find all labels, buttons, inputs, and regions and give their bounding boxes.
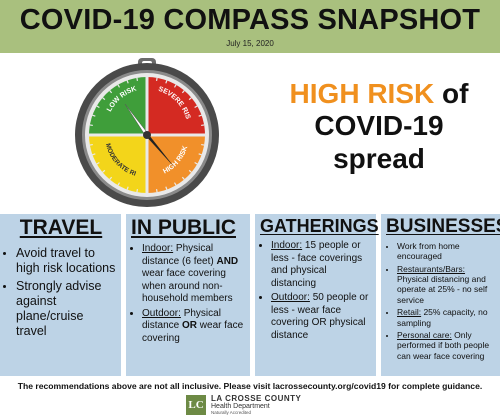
column-heading-gatherings: GATHERINGS	[260, 216, 379, 236]
logo-dept-name: Health Department	[211, 403, 270, 410]
risk-compass-graphic: LOW RISK SEVERE RISK MODERATE RISK HIGH …	[72, 58, 219, 207]
column-businesses: BUSINESSES Work from home encouraged Res…	[381, 214, 500, 376]
compass-tick	[92, 153, 96, 156]
compass-tick	[96, 161, 100, 165]
compass-tick	[198, 153, 202, 156]
compass-pivot	[143, 131, 151, 139]
compass-tick	[136, 189, 139, 193]
logo-tagline: Naturally Accredited	[211, 410, 252, 415]
compass-tick	[109, 176, 113, 180]
column-travel: TRAVEL Avoid travel to high risk locatio…	[0, 214, 121, 376]
compass-tick	[117, 84, 121, 88]
list-item: Indoor: Physical distance (6 feet) AND w…	[142, 243, 246, 306]
gatherings-list: Indoor: 15 people or less - face coverin…	[260, 240, 372, 342]
list-item: Strongly advise against plane/cruise tra…	[16, 279, 117, 340]
compass-tick	[165, 80, 168, 84]
compass-tick	[89, 143, 93, 146]
logo-mark: LC	[186, 395, 206, 415]
column-gatherings: GATHERINGS Indoor: 15 people or less - f…	[255, 214, 379, 376]
compass-tick	[155, 77, 158, 81]
compass-tick	[126, 80, 129, 84]
compass-tick	[102, 97, 106, 101]
compass-tick	[102, 169, 106, 173]
compass-tick	[201, 124, 205, 127]
risk-level-highlight: HIGH RISK	[289, 78, 435, 109]
column-in-public: IN PUBLIC Indoor: Physical distance (6 f…	[126, 214, 250, 376]
list-item: Indoor: 15 people or less - face coverin…	[271, 240, 372, 290]
compass-tick	[96, 105, 100, 109]
list-item: Restaurants/Bars: Physical distancing an…	[397, 264, 496, 305]
compass-tick	[117, 182, 121, 186]
compass-tick	[181, 90, 185, 94]
logo-org-name: LA CROSSE COUNTY	[211, 394, 302, 403]
list-item: Avoid travel to high risk locations	[16, 246, 117, 277]
compass-needle	[145, 135, 175, 168]
column-heading-travel: TRAVEL	[19, 216, 103, 239]
quadrant-severe-risk	[147, 77, 205, 135]
column-heading-businesses: BUSINESSES	[386, 216, 500, 237]
risk-word-of: of	[442, 78, 469, 109]
risk-line-spread: spread	[333, 142, 425, 174]
list-item: Work from home encouraged	[397, 241, 496, 262]
quadrant-moderate-risk	[89, 135, 147, 193]
compass-tick	[126, 186, 129, 190]
compass-tick	[165, 186, 168, 190]
quadrant-low-risk	[89, 77, 147, 135]
risk-statement: HIGH RISK of COVID-19 spread	[272, 78, 486, 175]
compass-tick	[173, 182, 177, 186]
compass-tick	[155, 189, 158, 193]
list-item: Personal care: Only performed if both pe…	[397, 330, 496, 361]
compass-tick	[136, 77, 139, 81]
column-heading-in-public: IN PUBLIC	[131, 216, 236, 239]
in-public-list: Indoor: Physical distance (6 feet) AND w…	[131, 243, 246, 345]
compass-tick	[194, 105, 198, 109]
header-banner: COVID-19 COMPASS SNAPSHOT July 15, 2020	[0, 0, 500, 53]
compass-tick	[181, 176, 185, 180]
compass-tick	[92, 114, 96, 117]
list-item: Retail: 25% capacity, no sampling	[397, 307, 496, 328]
compass-tick	[201, 143, 205, 146]
travel-list: Avoid travel to high risk locations Stro…	[5, 246, 117, 340]
compass-tick	[188, 169, 192, 173]
risk-line-covid: COVID-19	[314, 110, 444, 142]
health-department-logo: LC LA CROSSE COUNTY Health Department Na…	[186, 394, 336, 416]
compass-tick	[89, 124, 93, 127]
list-item: Outdoor: 50 people or less - wear face c…	[271, 292, 372, 342]
compass-tick	[173, 84, 177, 88]
compass-tick	[198, 114, 202, 117]
compass-tick	[109, 90, 113, 94]
quadrant-high-risk	[147, 135, 205, 193]
compass-tick	[188, 97, 192, 101]
businesses-list: Work from home encouraged Restaurants/Ba…	[386, 241, 496, 361]
snapshot-date: July 15, 2020	[226, 39, 274, 48]
footer-disclaimer: The recommendations above are not all in…	[17, 381, 483, 391]
page-title: COVID-19 COMPASS SNAPSHOT	[19, 4, 481, 36]
compass-tick	[194, 161, 198, 165]
list-item: Outdoor: Physical distance OR wear face …	[142, 308, 246, 346]
